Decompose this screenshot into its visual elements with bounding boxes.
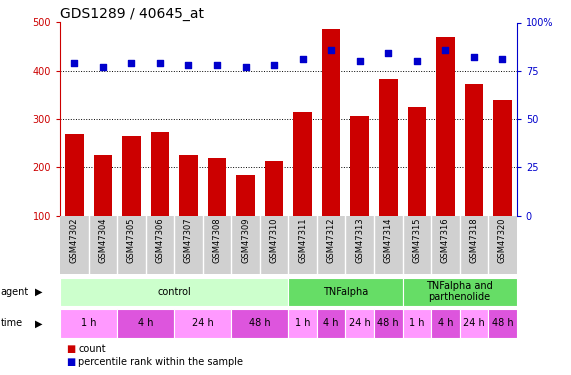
- Bar: [493, 100, 512, 264]
- Bar: [60, 309, 117, 338]
- Bar: [151, 132, 169, 264]
- Bar: [94, 155, 112, 264]
- Point: [327, 46, 336, 53]
- Text: GDS1289 / 40645_at: GDS1289 / 40645_at: [60, 8, 204, 21]
- Text: 1 h: 1 h: [409, 318, 425, 328]
- Bar: [488, 309, 517, 338]
- Bar: [60, 278, 288, 306]
- Bar: [408, 106, 426, 264]
- Bar: [374, 309, 403, 338]
- Point: [441, 46, 450, 53]
- Text: GSM47320: GSM47320: [498, 217, 507, 263]
- Bar: [293, 112, 312, 264]
- Text: 48 h: 48 h: [377, 318, 399, 328]
- Bar: [174, 309, 231, 338]
- Bar: [322, 29, 340, 264]
- Text: 24 h: 24 h: [192, 318, 214, 328]
- Text: 24 h: 24 h: [463, 318, 485, 328]
- Bar: [117, 309, 174, 338]
- Text: time: time: [1, 318, 23, 328]
- Text: TNFalpha: TNFalpha: [323, 286, 368, 297]
- Point: [355, 58, 364, 64]
- Text: GSM47308: GSM47308: [212, 217, 222, 263]
- Text: GSM47310: GSM47310: [270, 217, 279, 263]
- Bar: [345, 309, 374, 338]
- Bar: [288, 309, 317, 338]
- Text: 24 h: 24 h: [349, 318, 371, 328]
- Bar: [465, 84, 483, 264]
- Bar: [403, 278, 517, 306]
- Bar: [288, 278, 403, 306]
- Bar: [317, 309, 345, 338]
- Text: GSM47313: GSM47313: [355, 217, 364, 263]
- Text: 1 h: 1 h: [295, 318, 311, 328]
- Text: GSM47307: GSM47307: [184, 217, 193, 263]
- Text: 4 h: 4 h: [323, 318, 339, 328]
- Text: GSM47311: GSM47311: [298, 217, 307, 263]
- Point: [212, 62, 222, 68]
- Bar: [431, 309, 460, 338]
- Bar: [65, 134, 83, 264]
- Point: [241, 64, 250, 70]
- Bar: [122, 136, 140, 264]
- Text: GSM47309: GSM47309: [241, 217, 250, 263]
- Text: 4 h: 4 h: [138, 318, 154, 328]
- Text: ■: ■: [66, 357, 75, 367]
- Bar: [265, 161, 283, 264]
- Point: [270, 62, 279, 68]
- Text: GSM47316: GSM47316: [441, 217, 450, 263]
- Point: [384, 50, 393, 56]
- Text: GSM47304: GSM47304: [98, 217, 107, 263]
- Text: ▶: ▶: [35, 286, 43, 297]
- Point: [127, 60, 136, 66]
- Point: [498, 56, 507, 62]
- Point: [298, 56, 307, 62]
- Text: count: count: [78, 344, 106, 354]
- Text: percentile rank within the sample: percentile rank within the sample: [78, 357, 243, 367]
- Text: agent: agent: [1, 286, 29, 297]
- Bar: [208, 158, 226, 264]
- Text: 4 h: 4 h: [437, 318, 453, 328]
- Text: TNFalpha and
parthenolide: TNFalpha and parthenolide: [427, 281, 493, 302]
- Point: [98, 64, 107, 70]
- Point: [70, 60, 79, 66]
- Text: GSM47302: GSM47302: [70, 217, 79, 263]
- Bar: [179, 155, 198, 264]
- Point: [469, 54, 478, 60]
- Bar: [436, 37, 455, 264]
- Point: [155, 60, 164, 66]
- Text: 1 h: 1 h: [81, 318, 96, 328]
- Bar: [231, 309, 288, 338]
- Text: GSM47305: GSM47305: [127, 217, 136, 263]
- Text: 48 h: 48 h: [492, 318, 513, 328]
- Text: GSM47312: GSM47312: [327, 217, 336, 263]
- Text: control: control: [157, 286, 191, 297]
- Text: GSM47306: GSM47306: [155, 217, 164, 263]
- Point: [412, 58, 421, 64]
- Bar: [379, 80, 397, 264]
- Bar: [460, 309, 488, 338]
- Text: GSM47315: GSM47315: [412, 217, 421, 263]
- Bar: [403, 309, 431, 338]
- Text: ▶: ▶: [35, 318, 43, 328]
- Bar: [236, 175, 255, 264]
- Text: ■: ■: [66, 344, 75, 354]
- Bar: [351, 116, 369, 264]
- Text: GSM47318: GSM47318: [469, 217, 478, 263]
- Point: [184, 62, 193, 68]
- Text: 48 h: 48 h: [249, 318, 271, 328]
- Text: GSM47314: GSM47314: [384, 217, 393, 263]
